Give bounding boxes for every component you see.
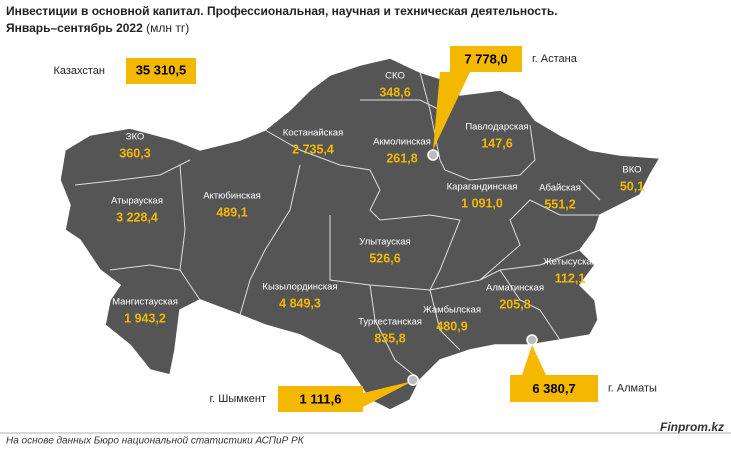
subtitle-period: Январь–сентябрь 2022 bbox=[6, 21, 143, 35]
region-name: Акмолинская bbox=[373, 137, 431, 148]
region-name: Алматинская bbox=[486, 283, 544, 294]
region-name: ЗКО bbox=[126, 132, 145, 143]
region-name: Туркестанская bbox=[358, 317, 422, 328]
region-value: 551,2 bbox=[544, 197, 575, 211]
region-value: 2 735,4 bbox=[292, 142, 334, 156]
region-name: Павлодарская bbox=[465, 122, 528, 133]
region-name: Костанайская bbox=[283, 128, 343, 139]
region-value: 112,1 bbox=[555, 271, 586, 285]
city-box bbox=[510, 375, 598, 402]
city-dots bbox=[407, 149, 538, 386]
title: Инвестиции в основной капитал. Профессио… bbox=[6, 4, 558, 18]
region-name: Абайская bbox=[539, 183, 581, 194]
unit: (млн тг) bbox=[146, 21, 189, 35]
region-value: 147,6 bbox=[481, 136, 512, 150]
region-name: Жетысуская bbox=[543, 257, 597, 268]
region-borders bbox=[74, 71, 601, 381]
almaty-pointer bbox=[522, 345, 546, 375]
region-value: 3 228,4 bbox=[116, 210, 158, 224]
city-name: г. Алматы bbox=[608, 382, 657, 394]
subtitle: Январь–сентябрь 2022 (млн тг) bbox=[6, 21, 189, 35]
labels-layer: СКО 348,6 Костанайская 2 735,4 Акмолинская 26… bbox=[111, 46, 657, 412]
city-value: 7 778,0 bbox=[464, 51, 507, 66]
total-box bbox=[126, 58, 196, 84]
region-value: 205,8 bbox=[499, 297, 530, 311]
region-value: 489,1 bbox=[216, 205, 247, 219]
almaty-dot bbox=[526, 334, 538, 346]
city-box bbox=[450, 46, 522, 72]
region-name: Карагандинская bbox=[447, 182, 518, 193]
region-name: СКО bbox=[385, 71, 405, 82]
region-value: 526,6 bbox=[369, 251, 400, 265]
shymkent-pointer bbox=[363, 381, 413, 407]
astana-dot bbox=[427, 149, 439, 161]
region-name: Жамбылская bbox=[423, 305, 481, 316]
region-value: 348,6 bbox=[379, 85, 410, 99]
total-value: 35 310,5 bbox=[136, 62, 187, 77]
region-value: 835,8 bbox=[374, 331, 405, 345]
region-value: 261,8 bbox=[386, 151, 417, 165]
region-value: 480,9 bbox=[436, 319, 467, 333]
brand: Finprom.kz bbox=[660, 420, 724, 434]
total-label: Казахстан bbox=[53, 65, 105, 77]
region-name: ВКО bbox=[622, 165, 641, 176]
astana-pointer bbox=[433, 72, 470, 150]
city-name: г. Астана bbox=[532, 53, 578, 65]
city-value: 6 380,7 bbox=[532, 381, 575, 396]
city-name: г. Шымкент bbox=[210, 393, 267, 405]
region-value: 4 849,3 bbox=[279, 296, 321, 310]
shymkent-dot bbox=[407, 374, 419, 386]
country-shape bbox=[59, 57, 662, 411]
region-name: Атырауская bbox=[111, 196, 163, 207]
region-name: Актюбинская bbox=[203, 191, 261, 202]
region-name: Мангистауская bbox=[112, 297, 178, 308]
region-value: 360,3 bbox=[119, 146, 150, 160]
city-box bbox=[278, 386, 363, 412]
region-value: 1 091,0 bbox=[461, 196, 503, 210]
region-name: Улытауская bbox=[359, 237, 410, 248]
region-name: Кызылординская bbox=[262, 282, 337, 293]
region-value: 50,1 bbox=[620, 179, 644, 193]
city-value: 1 111,6 bbox=[300, 391, 342, 406]
callouts bbox=[363, 72, 546, 407]
source: На основе данных Бюро национальной стати… bbox=[6, 436, 305, 447]
region-value: 1 943,2 bbox=[124, 311, 166, 325]
